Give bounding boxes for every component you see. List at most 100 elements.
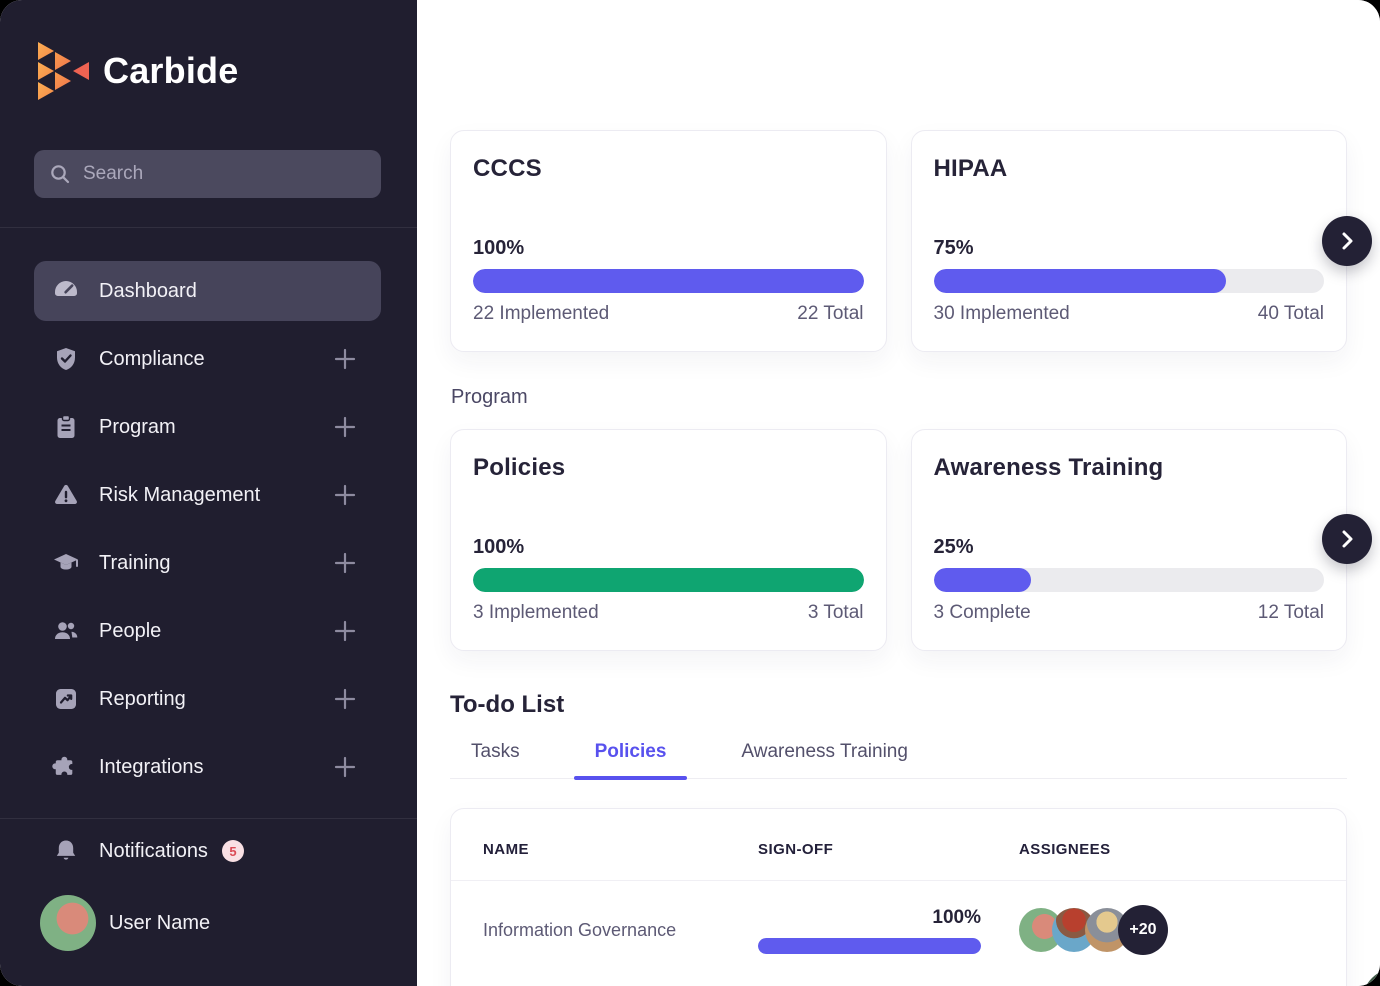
card-title: Awareness Training <box>933 454 1164 481</box>
sidebar: Carbide Search Dashboard <box>0 0 417 986</box>
card-title: HIPAA <box>933 155 1008 182</box>
implemented-label: 30 Implemented <box>933 303 1070 324</box>
user-name: User Name <box>109 911 211 934</box>
implemented-label: 3 Implemented <box>473 602 599 623</box>
people-icon <box>55 622 78 639</box>
notification-count-badge: 5 <box>221 840 244 862</box>
total-label: 22 Total <box>797 303 864 324</box>
progress-percent: 75% <box>933 237 974 259</box>
tab-tasks[interactable]: Tasks <box>471 741 520 762</box>
sidebar-item-label: Reporting <box>99 687 186 710</box>
program-cards: Policies 100% 3 Implemented 3 Total Awar… <box>450 429 1347 651</box>
program-section-label: Program <box>451 386 528 408</box>
sidebar-nav: Dashboard Compliance Pr <box>34 261 381 797</box>
assignees-cell: +20 <box>1019 905 1314 955</box>
sidebar-footer: Notifications 5 User Name <box>0 818 417 951</box>
main-content: CCCS 100% 22 Implemented 22 Total HIPAA … <box>417 0 1380 986</box>
sidebar-item-risk-management[interactable]: Risk Management <box>34 465 381 525</box>
plus-icon[interactable] <box>333 347 357 371</box>
plus-icon[interactable] <box>333 415 357 439</box>
signoff-progress-bar <box>758 937 981 954</box>
progress-bar <box>933 568 1324 592</box>
sidebar-item-label: People <box>99 619 162 642</box>
signoff-progress-fill <box>758 937 981 954</box>
chart-icon <box>56 689 76 709</box>
progress-percent: 100% <box>473 536 525 558</box>
progress-bar-fill <box>933 269 1227 293</box>
total-label: 3 Total <box>807 602 864 623</box>
tab-awareness-training[interactable]: Awareness Training <box>741 741 908 762</box>
notifications-button[interactable]: Notifications 5 <box>52 837 381 865</box>
carbide-logo-icon <box>38 42 89 100</box>
plus-icon[interactable] <box>333 687 357 711</box>
column-header-name: NAME <box>483 841 529 858</box>
total-label: 40 Total <box>1257 303 1324 324</box>
sidebar-item-program[interactable]: Program <box>34 397 381 457</box>
table-row[interactable]: Information Governance 100% +20 <box>451 881 1346 979</box>
sidebar-item-dashboard[interactable]: Dashboard <box>34 261 381 321</box>
progress-bar-fill <box>473 568 864 592</box>
warning-triangle-icon <box>55 484 77 504</box>
sidebar-item-reporting[interactable]: Reporting <box>34 669 381 729</box>
signoff-cell: 100% <box>758 907 981 954</box>
sidebar-item-label: Training <box>99 551 171 574</box>
policy-name: Information Governance <box>483 919 677 940</box>
gauge-icon <box>55 281 77 296</box>
card-title: CCCS <box>473 155 542 182</box>
plus-icon[interactable] <box>333 551 357 575</box>
program-card-policies[interactable]: Policies 100% 3 Implemented 3 Total <box>450 429 887 651</box>
progress-bar-fill <box>933 568 1032 592</box>
table-header-row: NAME SIGN-OFF ASSIGNEES <box>451 809 1346 881</box>
framework-card-cccs[interactable]: CCCS 100% 22 Implemented 22 Total <box>450 130 887 352</box>
user-avatar <box>40 895 96 951</box>
program-next-button[interactable] <box>1322 514 1372 564</box>
chevron-right-icon <box>1342 530 1353 548</box>
plus-icon[interactable] <box>333 755 357 779</box>
graduation-cap-icon <box>54 554 78 570</box>
puzzle-icon <box>52 756 73 775</box>
program-card-awareness-training[interactable]: Awareness Training 25% 3 Complete 12 Tot… <box>910 429 1347 651</box>
tab-policies[interactable]: Policies <box>573 731 688 780</box>
notifications-label: Notifications <box>99 839 208 862</box>
sidebar-item-label: Compliance <box>99 347 205 370</box>
search-icon <box>51 165 70 184</box>
assignees-overflow-badge[interactable]: +20 <box>1118 905 1168 955</box>
signoff-percent: 100% <box>932 906 981 928</box>
chevron-right-icon <box>1342 232 1353 250</box>
sidebar-item-people[interactable]: People <box>34 601 381 661</box>
sidebar-item-training[interactable]: Training <box>34 533 381 593</box>
sidebar-item-label: Program <box>99 415 176 438</box>
frameworks-next-button[interactable] <box>1322 216 1372 266</box>
user-menu[interactable]: User Name <box>40 895 381 951</box>
sidebar-item-label: Dashboard <box>99 279 197 302</box>
sidebar-item-label: Integrations <box>99 755 204 778</box>
shield-check-icon <box>57 348 75 370</box>
logo-text: Carbide <box>103 50 239 91</box>
column-header-assignees: ASSIGNEES <box>1019 841 1111 858</box>
progress-bar-fill <box>473 269 864 293</box>
sidebar-divider <box>0 227 417 228</box>
framework-card-hipaa[interactable]: HIPAA 75% 30 Implemented 40 Total <box>910 130 1347 352</box>
plus-icon[interactable] <box>333 483 357 507</box>
total-label: 12 Total <box>1257 602 1324 623</box>
todo-list-title: To-do List <box>450 691 565 718</box>
todo-tabs: Tasks Policies Awareness Training <box>450 731 1347 780</box>
column-header-signoff: SIGN-OFF <box>758 841 834 858</box>
progress-percent: 25% <box>933 536 974 558</box>
progress-bar <box>473 269 864 293</box>
progress-bar <box>473 568 864 592</box>
bell-icon <box>56 840 76 860</box>
sidebar-divider <box>0 818 417 819</box>
progress-percent: 100% <box>473 237 525 259</box>
search-placeholder: Search <box>83 163 144 184</box>
complete-label: 3 Complete <box>933 602 1031 623</box>
sidebar-item-label: Risk Management <box>99 483 261 506</box>
card-title: Policies <box>473 454 566 481</box>
progress-bar <box>933 269 1324 293</box>
todo-table: NAME SIGN-OFF ASSIGNEES Information Gove… <box>450 808 1347 986</box>
sidebar-item-compliance[interactable]: Compliance <box>34 329 381 389</box>
search-input[interactable]: Search <box>34 150 381 198</box>
plus-icon[interactable] <box>333 619 357 643</box>
sidebar-item-integrations[interactable]: Integrations <box>34 737 381 797</box>
